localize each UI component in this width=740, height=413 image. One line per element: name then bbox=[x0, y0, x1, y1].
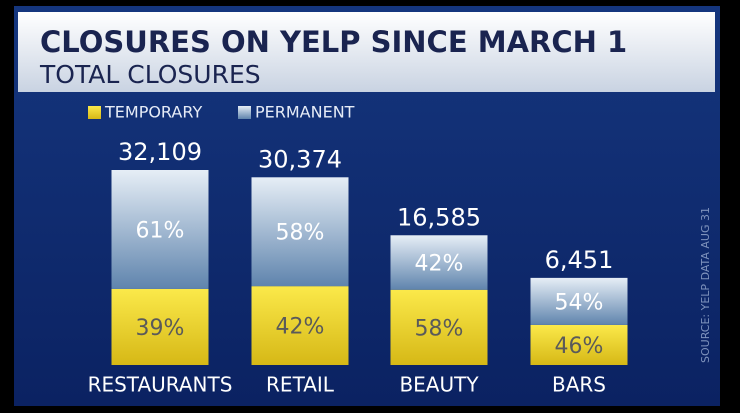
legend-swatch bbox=[238, 106, 251, 119]
segment-label: 54% bbox=[555, 290, 604, 315]
legend-swatch bbox=[88, 106, 101, 119]
x-tick-label: BARS bbox=[552, 373, 606, 397]
segment-label: 39% bbox=[136, 316, 185, 341]
bar-segment bbox=[111, 288, 209, 365]
segment-label: 58% bbox=[276, 221, 325, 246]
total-label: 16,585 bbox=[397, 203, 481, 231]
total-label: 32,109 bbox=[118, 138, 202, 166]
legend-label: PERMANENT bbox=[255, 103, 355, 122]
segment-label: 46% bbox=[555, 334, 604, 359]
title-band bbox=[18, 12, 715, 92]
segment-label: 58% bbox=[415, 316, 464, 341]
bar-segment bbox=[390, 289, 488, 365]
x-tick-label: BEAUTY bbox=[399, 373, 479, 397]
chart-subtitle: TOTAL CLOSURES bbox=[39, 60, 261, 89]
bar-segment bbox=[251, 286, 349, 365]
bar-segment bbox=[530, 277, 628, 325]
bar-segment bbox=[251, 177, 349, 287]
source: SOURCE: YELP DATA AUG 31 bbox=[699, 207, 712, 363]
total-label: 6,451 bbox=[545, 246, 614, 274]
bar-segment bbox=[530, 324, 628, 365]
segment-label: 42% bbox=[276, 315, 325, 340]
bar-segment bbox=[111, 170, 209, 289]
bar-segment bbox=[390, 235, 488, 290]
x-tick-label: RETAIL bbox=[266, 373, 335, 397]
legend-label: TEMPORARY bbox=[104, 103, 202, 122]
chart-title: CLOSURES ON YELP SINCE MARCH 1 bbox=[40, 25, 627, 59]
segment-label: 61% bbox=[136, 218, 185, 243]
total-label: 30,374 bbox=[258, 145, 342, 173]
segment-label: 42% bbox=[415, 252, 464, 277]
x-tick-label: RESTAURANTS bbox=[88, 373, 233, 397]
